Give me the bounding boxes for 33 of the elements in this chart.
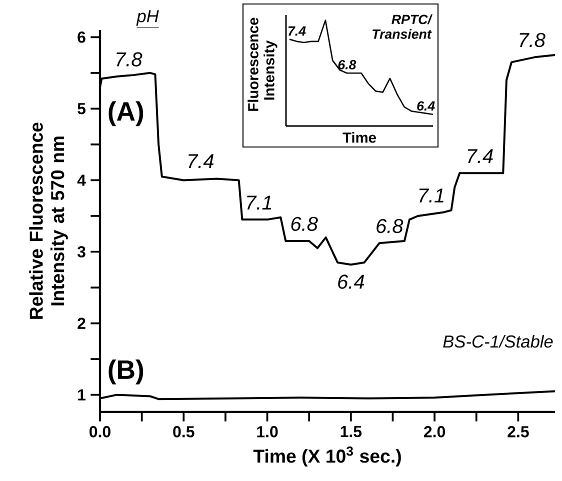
annotation: 7.8 [116,52,142,66]
series-label: (A) [108,101,144,126]
annotation: 6.4 [417,101,435,111]
y-axis-title: Relative Fluorescence Intensity at 570 nm [29,122,68,319]
x-tick-label: 0.0 [90,426,110,438]
annotation: 6.8 [338,60,356,70]
x-tick-label: 2.5 [508,426,529,438]
annotation: BS-C-1/Stable [443,334,553,348]
x-axis-title: Time [342,132,376,143]
chart-title: RPTC/ Transient [372,14,433,39]
annotation: 7.4 [468,149,493,164]
x-tick-label: 0.5 [173,426,194,438]
x-axis-title: Time (X 10$^{3}$ sec.) [253,446,401,466]
annotation: 7.8 [520,32,546,48]
series-label: (B) [108,359,144,384]
y-tick-label: 3 [77,246,86,258]
x-tick-label: 2.0 [424,426,446,438]
y-tick-label: 1 [78,389,86,400]
annotation: 7.4 [288,26,306,36]
x-tick-label: 1.5 [340,426,362,438]
y-tick-label: 4 [77,174,86,186]
annotation: 6.8 [291,216,318,231]
text: pH [136,10,159,26]
annotation: 6.4 [338,274,364,289]
x-tick-label: 1.0 [257,426,278,438]
y-tick-label: 2 [78,318,86,329]
y-tick-label: 6 [78,31,86,43]
annotation: 7.4 [188,154,214,168]
annotation: 6.8 [376,218,404,234]
y-tick-label: 5 [78,103,86,114]
y-axis-title: Fluorescence Intensity [248,18,278,111]
annotation: 7.1 [247,196,272,210]
annotation: 7.1 [419,188,444,202]
